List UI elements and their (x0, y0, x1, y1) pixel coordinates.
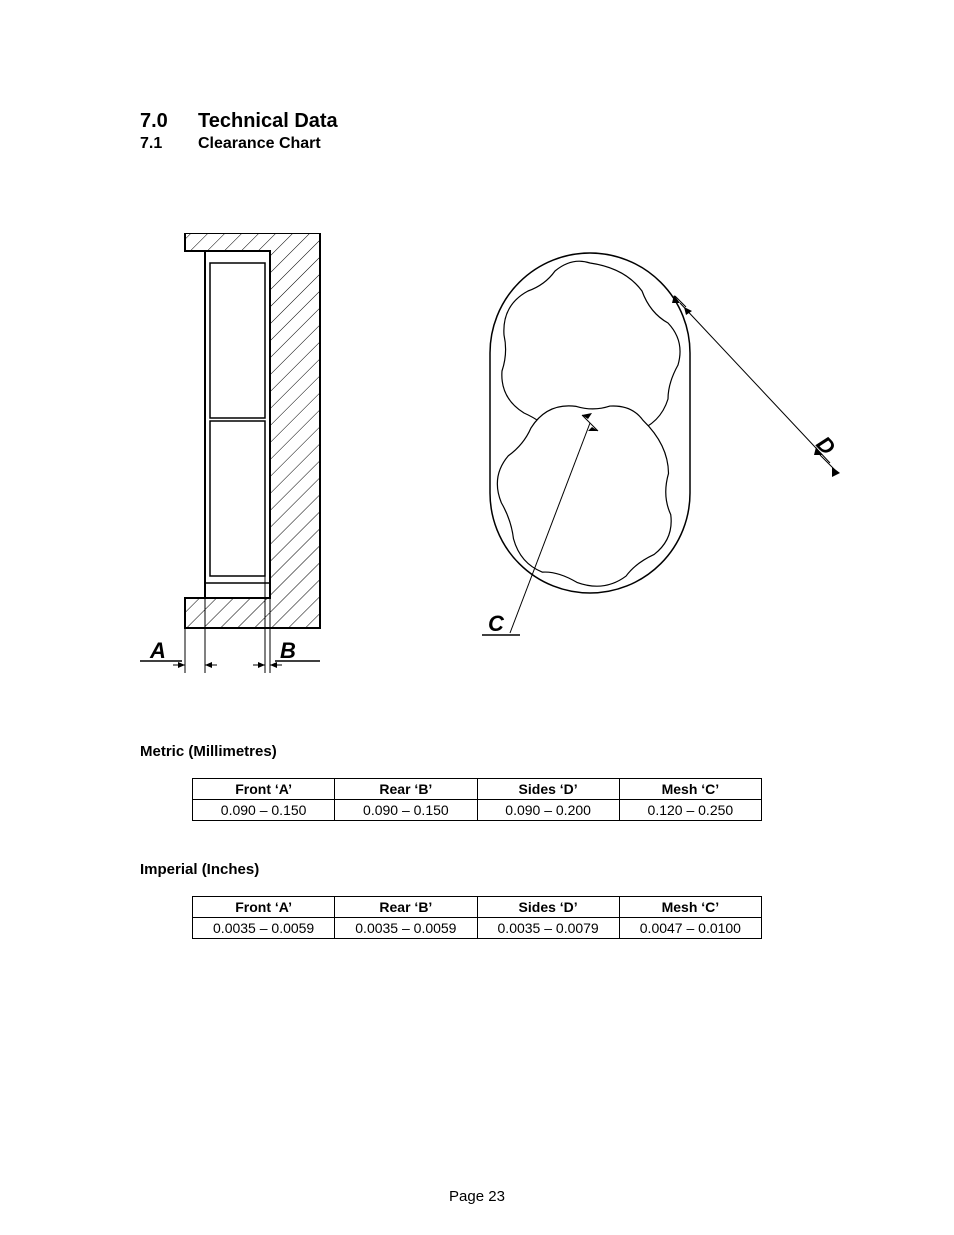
heading-title: Technical Data (198, 110, 338, 133)
cross-section-view: A B (140, 233, 330, 673)
dim-label-b: B (280, 638, 296, 663)
cell: 0.090 – 0.150 (193, 800, 335, 821)
dim-label-c: C (488, 611, 505, 636)
dim-label-d: D (811, 431, 840, 460)
heading-number: 7.0 (140, 110, 180, 133)
metric-table: Front ‘A’ Rear ‘B’ Sides ‘D’ Mesh ‘C’ 0.… (192, 778, 762, 821)
cell: 0.090 – 0.200 (477, 800, 619, 821)
col-header: Sides ‘D’ (477, 897, 619, 918)
cell: 0.090 – 0.150 (335, 800, 477, 821)
cell: 0.0035 – 0.0079 (477, 918, 619, 939)
col-header: Sides ‘D’ (477, 779, 619, 800)
lobe-top-view: C D (464, 237, 840, 636)
subheading: 7.1 Clearance Chart (140, 135, 814, 153)
col-header: Mesh ‘C’ (619, 779, 761, 800)
subheading-number: 7.1 (140, 135, 180, 153)
dim-label-a: A (149, 638, 166, 663)
clearance-diagram: A B (140, 233, 840, 673)
col-header: Rear ‘B’ (335, 897, 477, 918)
cell: 0.120 – 0.250 (619, 800, 761, 821)
table-row: Front ‘A’ Rear ‘B’ Sides ‘D’ Mesh ‘C’ (193, 897, 762, 918)
cell: 0.0047 – 0.0100 (619, 918, 761, 939)
col-header: Mesh ‘C’ (619, 897, 761, 918)
col-header: Front ‘A’ (193, 897, 335, 918)
cell: 0.0035 – 0.0059 (335, 918, 477, 939)
imperial-table: Front ‘A’ Rear ‘B’ Sides ‘D’ Mesh ‘C’ 0.… (192, 896, 762, 939)
table-row: Front ‘A’ Rear ‘B’ Sides ‘D’ Mesh ‘C’ (193, 779, 762, 800)
page-footer: Page 23 (0, 1188, 954, 1205)
table-row: 0.0035 – 0.0059 0.0035 – 0.0059 0.0035 –… (193, 918, 762, 939)
page: 7.0 Technical Data 7.1 Clearance Chart (0, 0, 954, 1235)
col-header: Front ‘A’ (193, 779, 335, 800)
col-header: Rear ‘B’ (335, 779, 477, 800)
cell: 0.0035 – 0.0059 (193, 918, 335, 939)
imperial-label: Imperial (Inches) (140, 861, 814, 878)
metric-label: Metric (Millimetres) (140, 743, 814, 760)
subheading-title: Clearance Chart (198, 135, 321, 153)
heading: 7.0 Technical Data (140, 110, 814, 133)
table-row: 0.090 – 0.150 0.090 – 0.150 0.090 – 0.20… (193, 800, 762, 821)
